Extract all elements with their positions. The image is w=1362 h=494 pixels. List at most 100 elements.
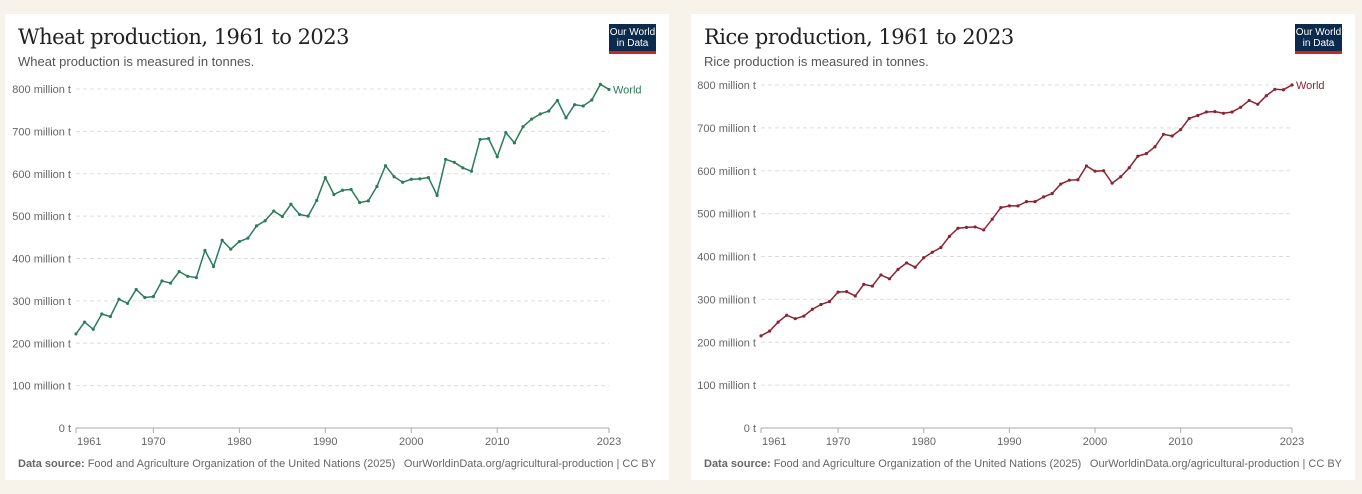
data-point (776, 320, 780, 324)
x-tick-label: 1990 (313, 436, 337, 448)
x-tick-label: 1990 (997, 436, 1021, 448)
data-point (366, 199, 370, 203)
data-point (870, 284, 874, 288)
data-point (939, 245, 943, 250)
data-point (1127, 166, 1131, 170)
series-label-world: World (613, 84, 642, 96)
data-point (143, 295, 147, 300)
data-point (879, 273, 883, 277)
data-point (186, 274, 190, 278)
source-text: Food and Agriculture Organization of the… (773, 458, 1082, 470)
data-point (1230, 110, 1234, 114)
y-tick-label: 400 million t (12, 254, 71, 266)
data-point (913, 265, 917, 269)
data-point (887, 277, 892, 281)
y-tick-label: 700 million t (12, 126, 71, 138)
data-point (1016, 204, 1020, 208)
chart-title: Rice production, 1961 to 2023 (704, 25, 1014, 49)
y-tick-label: 300 million t (697, 294, 756, 306)
data-point (469, 169, 474, 173)
source-url[interactable]: OurWorldinData.org/agricultural-producti… (403, 458, 656, 470)
data-point (289, 202, 293, 206)
data-point (759, 334, 763, 338)
data-point (845, 290, 849, 294)
data-point (323, 175, 327, 180)
data-point (375, 184, 379, 189)
data-point (1067, 178, 1071, 182)
data-point (982, 228, 986, 232)
data-point (108, 314, 112, 319)
x-tick-label: 1980 (227, 436, 251, 448)
data-point (973, 225, 977, 229)
data-point (1256, 102, 1260, 106)
data-point (1264, 94, 1268, 98)
data-point (504, 131, 508, 135)
data-point (810, 307, 814, 311)
data-point (1110, 181, 1114, 185)
data-point (100, 312, 104, 316)
data-point (607, 87, 611, 92)
data-point (947, 234, 952, 238)
data-point (999, 206, 1003, 210)
data-point (263, 219, 267, 223)
data-point (1247, 98, 1251, 103)
y-tick-label: 500 million t (12, 211, 71, 223)
source-url[interactable]: OurWorldinData.org/agricultural-producti… (1089, 458, 1342, 470)
data-point (306, 214, 310, 218)
logo-line2: in Data (616, 38, 649, 49)
y-tick-label: 600 million t (697, 166, 756, 178)
data-point (134, 287, 138, 292)
data-point (802, 314, 806, 318)
data-point (1136, 154, 1140, 158)
y-tick-label: 700 million t (697, 123, 756, 135)
data-point (1144, 152, 1149, 156)
data-point (220, 238, 224, 242)
data-point (1084, 164, 1089, 168)
data-point (332, 192, 336, 197)
data-point (74, 332, 78, 336)
data-point (444, 157, 448, 161)
data-point (125, 301, 130, 306)
y-tick-label: 100 million t (697, 380, 756, 392)
data-point (1007, 204, 1011, 208)
series-line (75, 83, 610, 335)
owid-logo[interactable]: Our World in Data (1295, 24, 1342, 54)
data-point (1024, 200, 1029, 204)
data-point (340, 188, 345, 192)
data-point (409, 177, 413, 181)
data-point (573, 103, 577, 107)
y-tick-label: 500 million t (697, 209, 756, 221)
data-point (91, 327, 95, 331)
data-point (904, 261, 909, 265)
data-point (1050, 191, 1054, 196)
data-point (1273, 87, 1277, 91)
data-point (246, 236, 250, 240)
y-tick-label: 200 million t (697, 337, 756, 349)
y-tick-label: 100 million t (12, 381, 71, 393)
owid-logo[interactable]: Our World in Data (609, 24, 656, 54)
x-tick-label: 2010 (1168, 436, 1192, 448)
wheat-chart-card: Wheat production, 1961 to 2023 Wheat pro… (5, 14, 669, 480)
y-tick-label: 200 million t (12, 338, 71, 350)
data-point (598, 82, 603, 86)
data-point (495, 155, 499, 159)
data-point (853, 294, 857, 298)
data-point (521, 125, 525, 129)
data-point (151, 295, 155, 299)
chart-subtitle: Wheat production is measured in tonnes. (18, 54, 255, 69)
data-point (785, 313, 789, 317)
logo-line2: in Data (1302, 38, 1335, 49)
data-point (1170, 134, 1174, 138)
data-point (1042, 195, 1046, 199)
rice-chart-card: Rice production, 1961 to 2023 Rice produ… (691, 14, 1355, 480)
data-point (349, 187, 353, 192)
data-point (461, 166, 465, 170)
data-point (512, 141, 517, 145)
data-point (452, 160, 456, 164)
x-tick-label: 2000 (1083, 436, 1107, 448)
data-point (487, 136, 491, 141)
data-point (435, 193, 439, 197)
data-source: Data source: Food and Agriculture Organi… (704, 458, 1081, 470)
data-point (1153, 145, 1157, 149)
rice-line-chart: 0 t 100 million t 200 million t 300 million… (697, 80, 1324, 448)
